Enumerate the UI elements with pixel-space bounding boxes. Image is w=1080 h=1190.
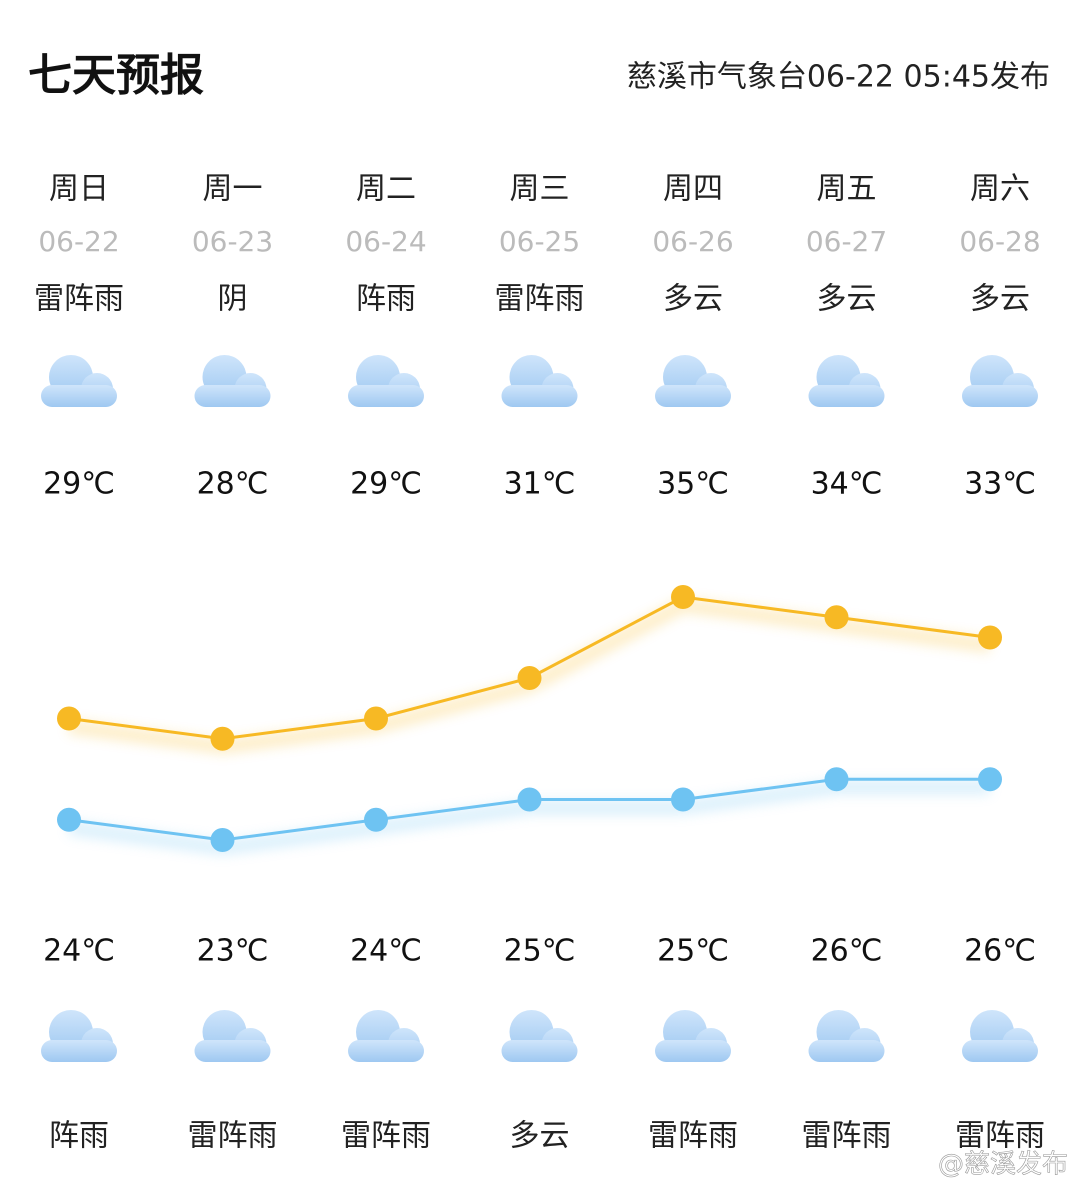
publisher: 慈溪市气象台06-22 05:45发布 [627,60,1050,95]
night-weather: 雷阵雨 [188,1119,278,1154]
temperature-label: 28℃ [197,467,269,502]
day-weather: 阵雨 [356,282,416,317]
weather-icon [655,355,731,407]
icon-cloud-part [808,1040,885,1062]
icon-cloud-part [962,385,1038,407]
weather-icon [808,1010,885,1062]
weekday: 周六 [970,172,1030,207]
temperature-dot [364,706,388,731]
icon-cloud-part [501,385,578,407]
temperature-dot [671,585,695,609]
weather-icon [348,355,424,407]
icon-cloud-part [41,385,117,407]
icon-cloud-part [194,385,271,407]
icon-cloud-part [501,1040,578,1062]
weekday: 周一 [203,172,263,207]
weekday: 周五 [817,172,877,207]
temperature-label: 33℃ [964,467,1036,502]
temperature-label: 25℃ [504,934,576,969]
icon-cloud-part [808,385,885,407]
day-weather: 阴 [218,282,248,317]
temperature-dot [517,787,542,812]
night-weather: 雷阵雨 [341,1119,431,1154]
temperature-dot [57,706,81,731]
temperature-dot [517,666,542,690]
temperature-label: 23℃ [197,934,269,969]
weather-icon [501,355,578,407]
icon-cloud-part [348,385,424,407]
weather-icon [41,355,117,407]
temperature-label: 24℃ [350,934,422,969]
date: 06-24 [345,225,426,258]
temperature-dot [671,787,695,812]
temperature-label: 26℃ [811,934,883,969]
temperature-dot [210,828,235,852]
temperature-dot [364,807,388,832]
night-weather: 雷阵雨 [955,1119,1045,1154]
weather-icon [962,1010,1038,1062]
temperature-dot [978,767,1002,792]
temperature-label: 29℃ [350,467,422,502]
date: 06-23 [192,225,273,258]
day-weather: 多云 [817,282,877,317]
icon-cloud-part [348,1040,424,1062]
date: 06-25 [499,225,580,258]
temperature-dot [978,625,1002,650]
weather-icon [41,1010,117,1062]
day-weather: 多云 [970,282,1030,317]
day-weather: 雷阵雨 [34,282,124,317]
weather-icon [348,1010,424,1062]
day-weather: 雷阵雨 [495,282,585,317]
day-weather: 多云 [663,282,723,317]
night-weather: 阵雨 [49,1119,109,1154]
night-weather: 雷阵雨 [648,1119,738,1154]
icon-cloud-part [41,1040,117,1062]
weekday: 周四 [663,172,723,207]
date: 06-26 [652,225,733,258]
icon-cloud-part [962,1040,1038,1062]
title: 七天预报 [28,50,204,101]
icon-cloud-part [655,385,731,407]
temperature-label: 25℃ [657,934,729,969]
temperature-dot [210,726,235,751]
night-weather: 多云 [510,1119,570,1154]
temperature-label: 31℃ [504,467,576,502]
date: 06-27 [806,225,887,258]
temperature-label: 35℃ [657,467,729,502]
temperature-label: 24℃ [43,934,115,969]
date: 06-28 [959,225,1040,258]
temperature-label: 34℃ [811,467,883,502]
weather-icon [194,1010,271,1062]
icon-cloud-part [655,1040,731,1062]
night-weather: 雷阵雨 [802,1119,892,1154]
weekday: 周二 [356,172,416,207]
weather-icon [501,1010,578,1062]
weekday: 周日 [49,172,109,207]
temperature-label: 29℃ [43,467,115,502]
weather-icon [962,355,1038,407]
date: 06-22 [38,225,119,258]
temperature-dot [824,767,849,792]
weather-icon [655,1010,731,1062]
weekday: 周三 [510,172,570,207]
weather-icon [808,355,885,407]
temperature-dot [824,605,849,630]
temperature-label: 26℃ [964,934,1036,969]
temperature-dot [57,807,81,832]
icon-cloud-part [194,1040,271,1062]
watermark: @慈溪发布 [938,1150,1068,1180]
weather-icon [194,355,271,407]
